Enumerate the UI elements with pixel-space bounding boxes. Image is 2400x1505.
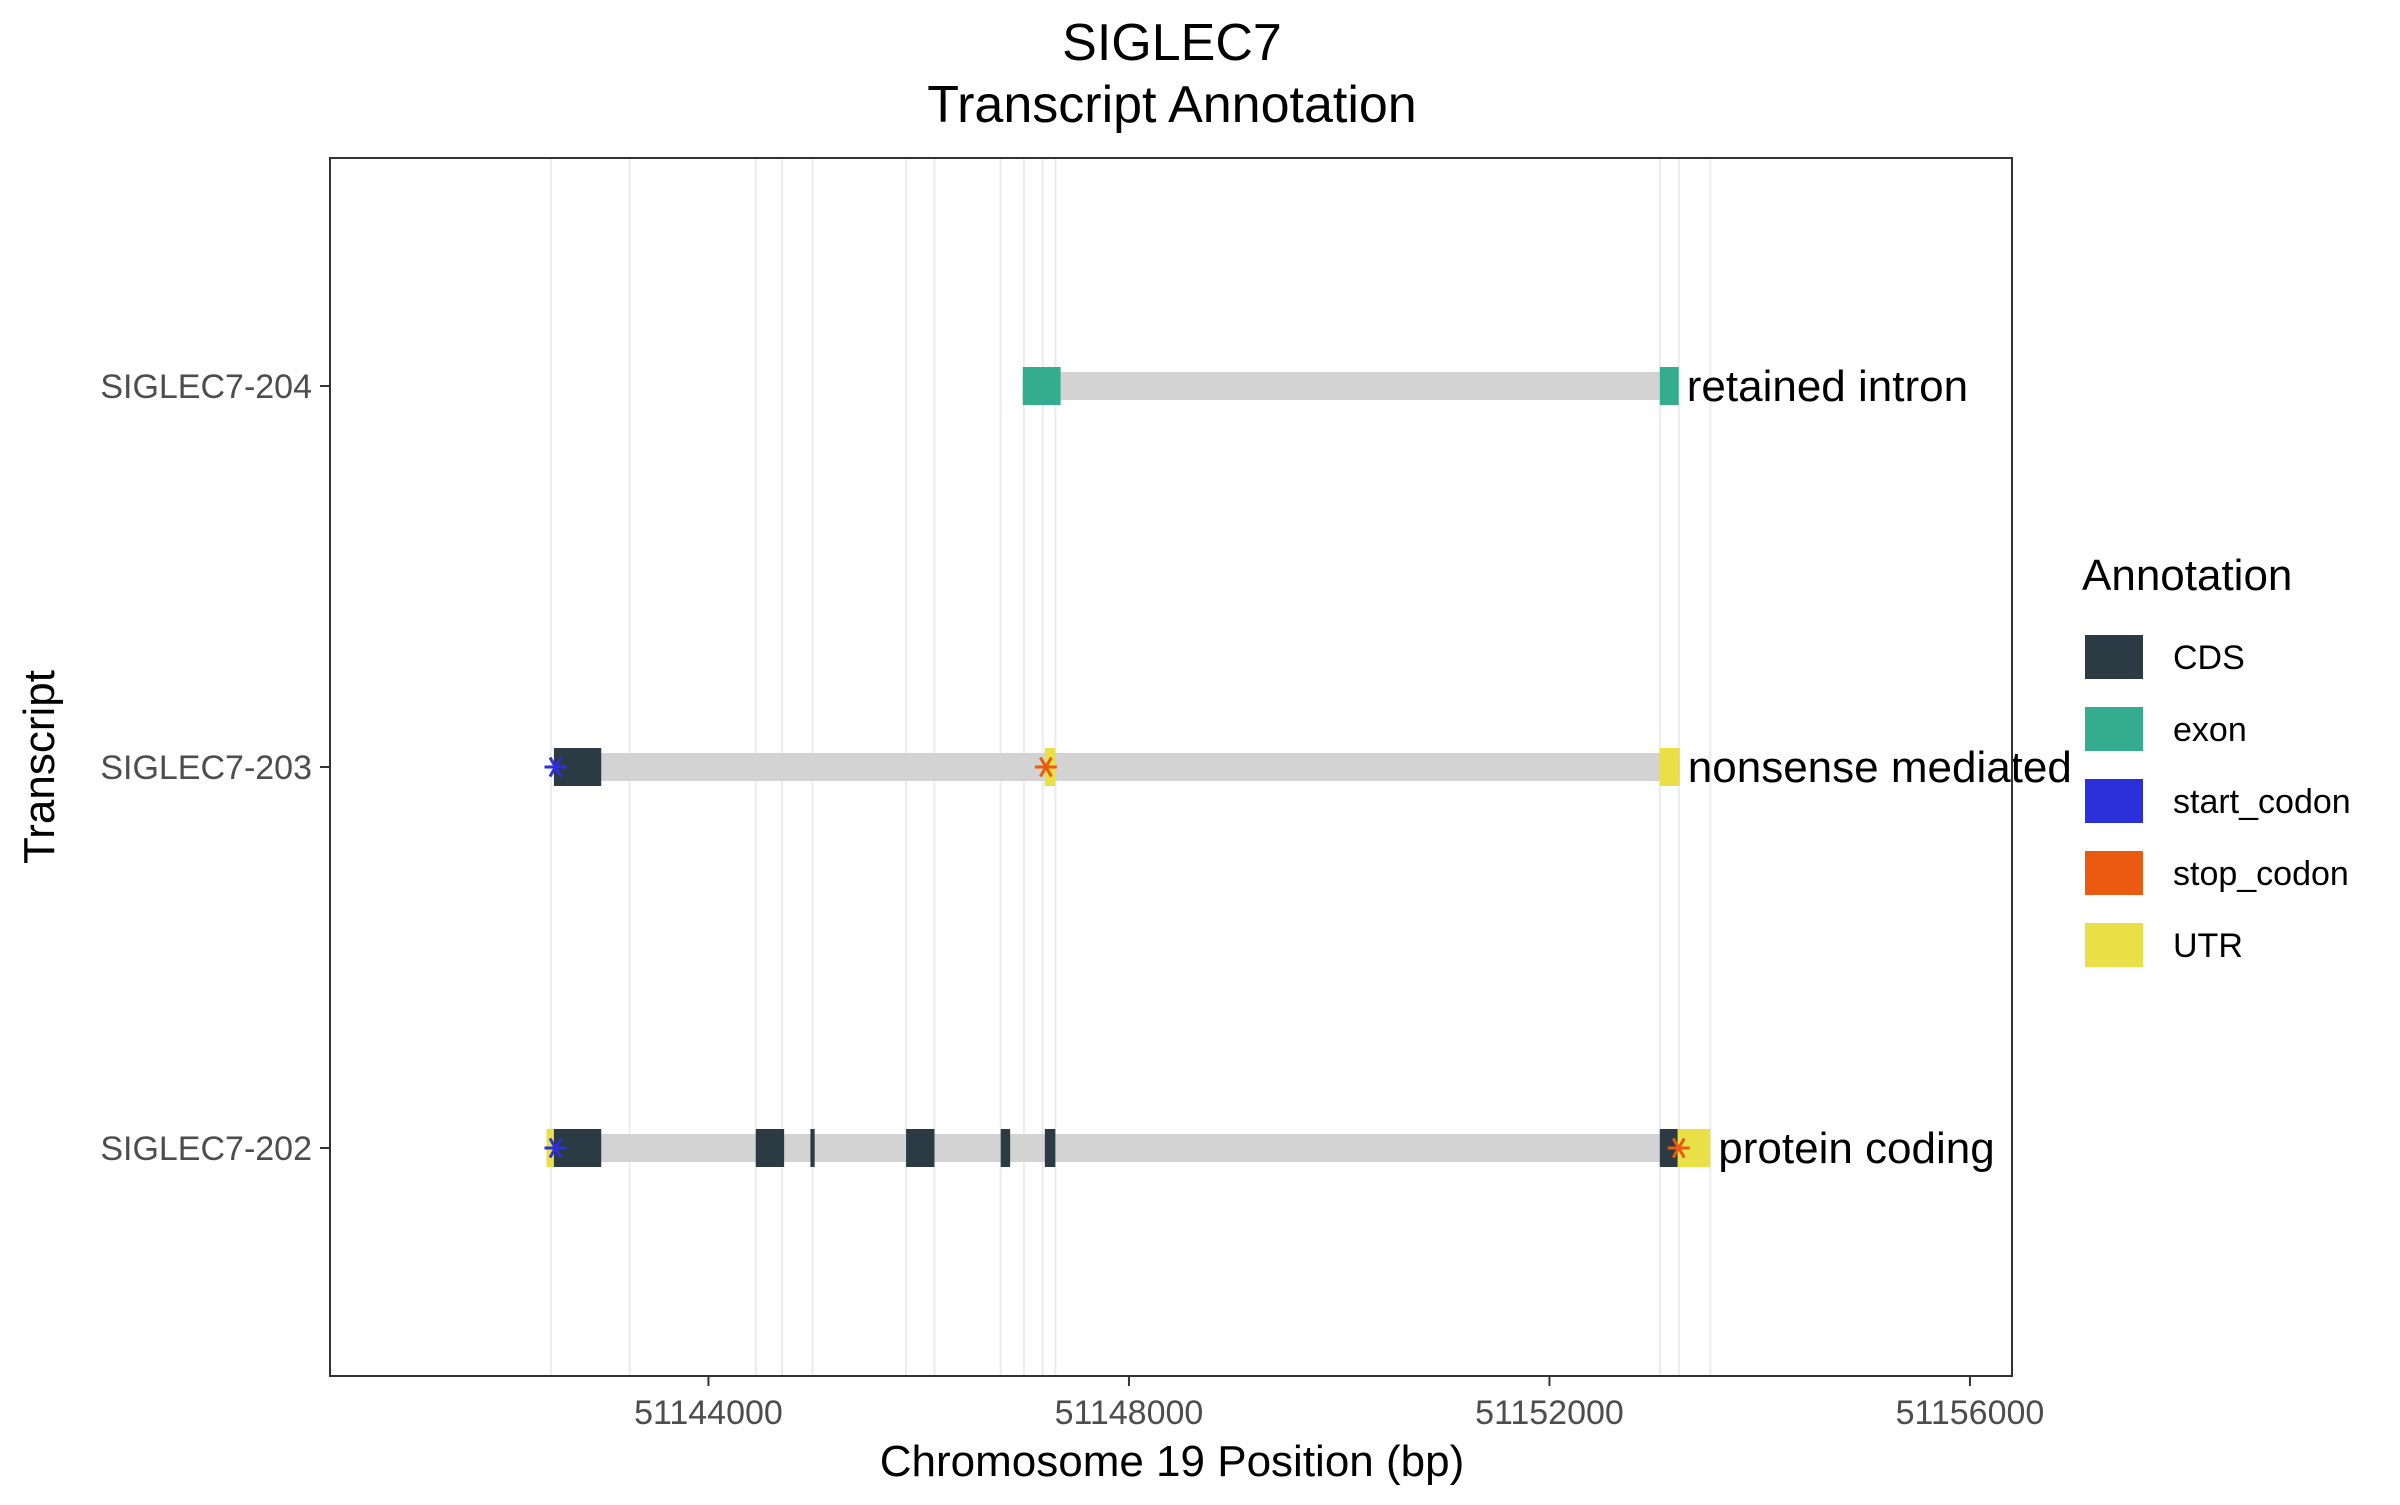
biotype-label: protein coding bbox=[1718, 1124, 1994, 1173]
legend-item: CDS bbox=[2085, 635, 2245, 679]
chart-title: SIGLEC7 bbox=[1062, 14, 1282, 72]
legend-swatch bbox=[2085, 779, 2143, 823]
cds-block bbox=[810, 1129, 815, 1167]
codon-markers bbox=[544, 756, 1690, 1159]
x-tick-label: 51156000 bbox=[1896, 1394, 2045, 1432]
cds-block bbox=[906, 1129, 935, 1167]
legend-label: UTR bbox=[2173, 927, 2243, 965]
legend-swatch bbox=[2085, 707, 2143, 751]
legend-item: start_codon bbox=[2085, 779, 2351, 823]
y-axis: SIGLEC7-204 SIGLEC7-203 SIGLEC7-202 bbox=[100, 368, 330, 1168]
legend-label: CDS bbox=[2173, 639, 2245, 677]
transcript-tracks bbox=[546, 367, 1711, 1167]
x-axis: 51144000 51148000 51152000 51156000 bbox=[634, 1376, 2044, 1432]
y-tick-label: SIGLEC7-202 bbox=[100, 1130, 312, 1168]
y-axis-title: Transcript bbox=[15, 670, 64, 864]
transcript-track bbox=[553, 748, 1680, 786]
cds-block bbox=[1044, 1129, 1056, 1167]
stop-codon-marker bbox=[1667, 1137, 1690, 1159]
x-tick-label: 51152000 bbox=[1475, 1394, 1624, 1432]
legend: Annotation CDS exon start_codon stop_codon U… bbox=[2082, 551, 2351, 967]
y-tick-label: SIGLEC7-203 bbox=[100, 749, 312, 787]
biotype-label: retained intron bbox=[1687, 362, 1968, 411]
legend-items: CDS exon start_codon stop_codon UTR bbox=[2085, 635, 2351, 967]
utr-block bbox=[1659, 748, 1680, 786]
intron-line bbox=[546, 1134, 1711, 1162]
start-codon-marker bbox=[544, 756, 567, 778]
legend-label: start_codon bbox=[2173, 783, 2351, 821]
cds-block bbox=[755, 1129, 785, 1167]
biotype-labels: retained intron nonsense mediated protein … bbox=[1687, 362, 2072, 1173]
transcript-track bbox=[546, 1129, 1711, 1167]
legend-swatch bbox=[2085, 851, 2143, 895]
x-tick-label: 51144000 bbox=[634, 1394, 783, 1432]
intron-line bbox=[553, 753, 1680, 781]
x-tick-label: 51148000 bbox=[1055, 1394, 1204, 1432]
legend-label: stop_codon bbox=[2173, 855, 2349, 893]
legend-swatch bbox=[2085, 635, 2143, 679]
stop-codon-marker bbox=[1034, 756, 1057, 778]
exon-block bbox=[1022, 367, 1061, 405]
legend-item: exon bbox=[2085, 707, 2247, 751]
legend-title: Annotation bbox=[2082, 551, 2292, 600]
transcript-track bbox=[1022, 367, 1679, 405]
legend-item: stop_codon bbox=[2085, 851, 2349, 895]
x-axis-title: Chromosome 19 Position (bp) bbox=[880, 1437, 1464, 1486]
exon-block bbox=[1659, 367, 1679, 405]
cds-block bbox=[1000, 1129, 1011, 1167]
legend-label: exon bbox=[2173, 711, 2247, 749]
chart-subtitle: Transcript Annotation bbox=[927, 76, 1416, 134]
legend-item: UTR bbox=[2085, 923, 2243, 967]
start-codon-marker bbox=[544, 1137, 567, 1159]
legend-swatch bbox=[2085, 923, 2143, 967]
intron-line bbox=[1022, 372, 1679, 400]
y-tick-label: SIGLEC7-204 bbox=[100, 368, 312, 406]
biotype-label: nonsense mediated bbox=[1688, 743, 2072, 792]
